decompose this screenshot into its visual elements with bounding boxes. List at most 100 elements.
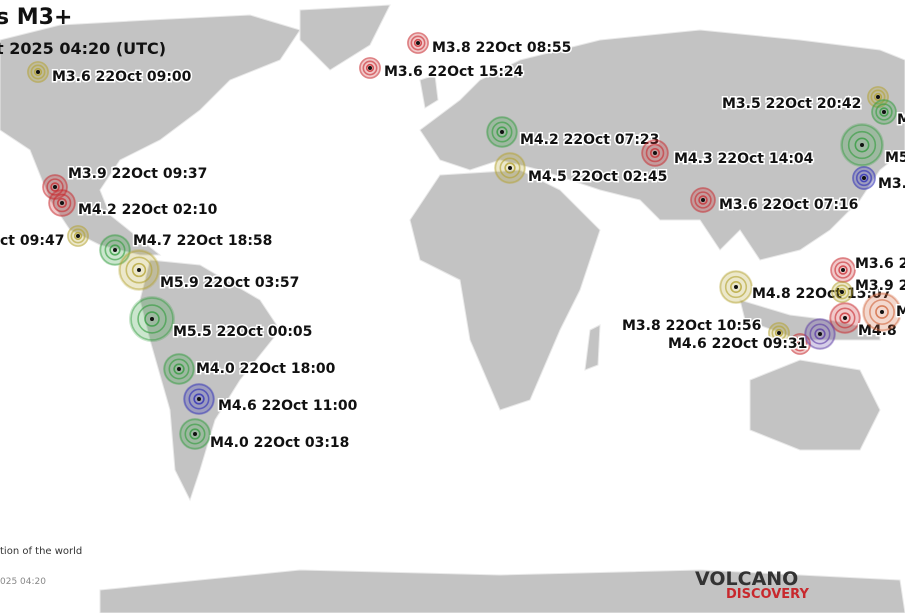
quake-marker [719, 270, 753, 304]
quake-ring [193, 393, 205, 405]
quake-ring [645, 143, 665, 163]
quake-ring [163, 353, 195, 385]
quake-center [500, 130, 504, 134]
quake-marker [407, 32, 429, 54]
timestamp: 025 04:20 [0, 577, 46, 587]
quake-center [701, 198, 705, 202]
quake-label: M5 [885, 150, 905, 166]
quake-ring [641, 139, 669, 167]
quake-marker [852, 166, 876, 190]
quake-ring [834, 307, 856, 329]
quake-marker [27, 61, 49, 83]
quake-ring [829, 302, 861, 334]
quake-ring [183, 383, 215, 415]
quake-center [862, 176, 866, 180]
quake-label: M3.8 22Oct 08:55 [432, 40, 571, 56]
quake-ring [871, 99, 897, 125]
quake-marker [42, 174, 68, 200]
quake-ring [52, 193, 72, 213]
quake-ring [504, 162, 516, 174]
quake-marker [768, 322, 790, 344]
quake-label: M3.8 22Oct 10:56 [622, 318, 761, 334]
quake-ring [875, 305, 889, 319]
quake-ring [649, 147, 661, 159]
quake-marker [789, 333, 811, 355]
quake-ring [109, 244, 121, 256]
quake-ring [179, 418, 211, 450]
quake-ring [104, 239, 126, 261]
map-title: s M3+ [0, 5, 72, 30]
quake-center [76, 234, 80, 238]
map-subtitle: t 2025 04:20 (UTC) [0, 39, 166, 58]
quake-ring [698, 195, 708, 205]
quake-ring [119, 250, 159, 290]
quake-marker [359, 57, 381, 79]
quake-marker [163, 353, 195, 385]
quake-center [777, 331, 781, 335]
quake-ring [859, 173, 869, 183]
quake-ring [491, 121, 513, 143]
quake-ring [496, 126, 508, 138]
quake-label: M [897, 112, 905, 128]
land [0, 4, 905, 613]
quake-ring [46, 178, 64, 196]
quake-marker [179, 418, 211, 450]
quake-label: M5.9 22Oct 03:57 [160, 275, 299, 291]
quake-center [416, 41, 420, 45]
quake-center [734, 285, 738, 289]
quake-label: M [896, 304, 905, 320]
quake-ring [365, 63, 375, 73]
quake-ring [173, 363, 185, 375]
quake-center [113, 248, 117, 252]
quake-center [60, 201, 64, 205]
africa [409, 169, 601, 411]
quake-ring [362, 60, 378, 76]
quake-ring [56, 197, 68, 209]
quake-center [150, 317, 154, 321]
quake-center [843, 316, 847, 320]
quake-label: M4.0 22Oct 18:00 [196, 361, 336, 377]
quake-ring [690, 187, 716, 213]
quake-ring [879, 107, 889, 117]
quake-ring [795, 339, 805, 349]
quake-ring [730, 281, 742, 293]
quake-label: M4.6 22Oct 11:00 [218, 398, 358, 414]
quake-marker [829, 302, 861, 334]
logo-volcano: VOLCANO [695, 568, 798, 590]
quake-marker [48, 189, 76, 217]
quake-label: M3.5 22Oct 20:42 [722, 96, 861, 112]
quake-ring [50, 182, 60, 192]
quake-label: M3.6 2 [855, 256, 905, 272]
quake-ring [830, 257, 856, 283]
quake-label: ct 09:47 [0, 233, 64, 249]
quake-label: M3. [878, 176, 905, 192]
quake-ring [854, 137, 870, 153]
quake-ring [855, 169, 873, 187]
quake-ring [130, 297, 174, 341]
quake-label: M4.2 22Oct 02:10 [78, 202, 218, 218]
eurasia [419, 29, 905, 261]
quake-ring [168, 358, 190, 380]
quake-marker [871, 99, 897, 125]
quake-ring [719, 270, 753, 304]
australia [749, 359, 881, 451]
quake-ring [144, 311, 160, 327]
quake-ring [839, 312, 851, 324]
greenland [299, 4, 391, 71]
quake-center [36, 70, 40, 74]
quake-ring [873, 92, 883, 102]
quake-marker [129, 296, 175, 342]
quake-layer: M3.6 22Oct 09:00 M3.8 22Oct 08:55 M3.6 22O… [0, 32, 905, 453]
quake-ring [499, 157, 521, 179]
quake-ring [789, 333, 811, 355]
quake-ring [809, 323, 831, 345]
quake-ring [814, 328, 826, 340]
quake-label: M4.8 [858, 323, 897, 339]
quake-ring [407, 32, 429, 54]
quake-center [653, 151, 657, 155]
quake-ring [413, 38, 423, 48]
quake-ring [694, 191, 712, 209]
quake-center [53, 185, 57, 189]
quake-center [880, 310, 884, 314]
